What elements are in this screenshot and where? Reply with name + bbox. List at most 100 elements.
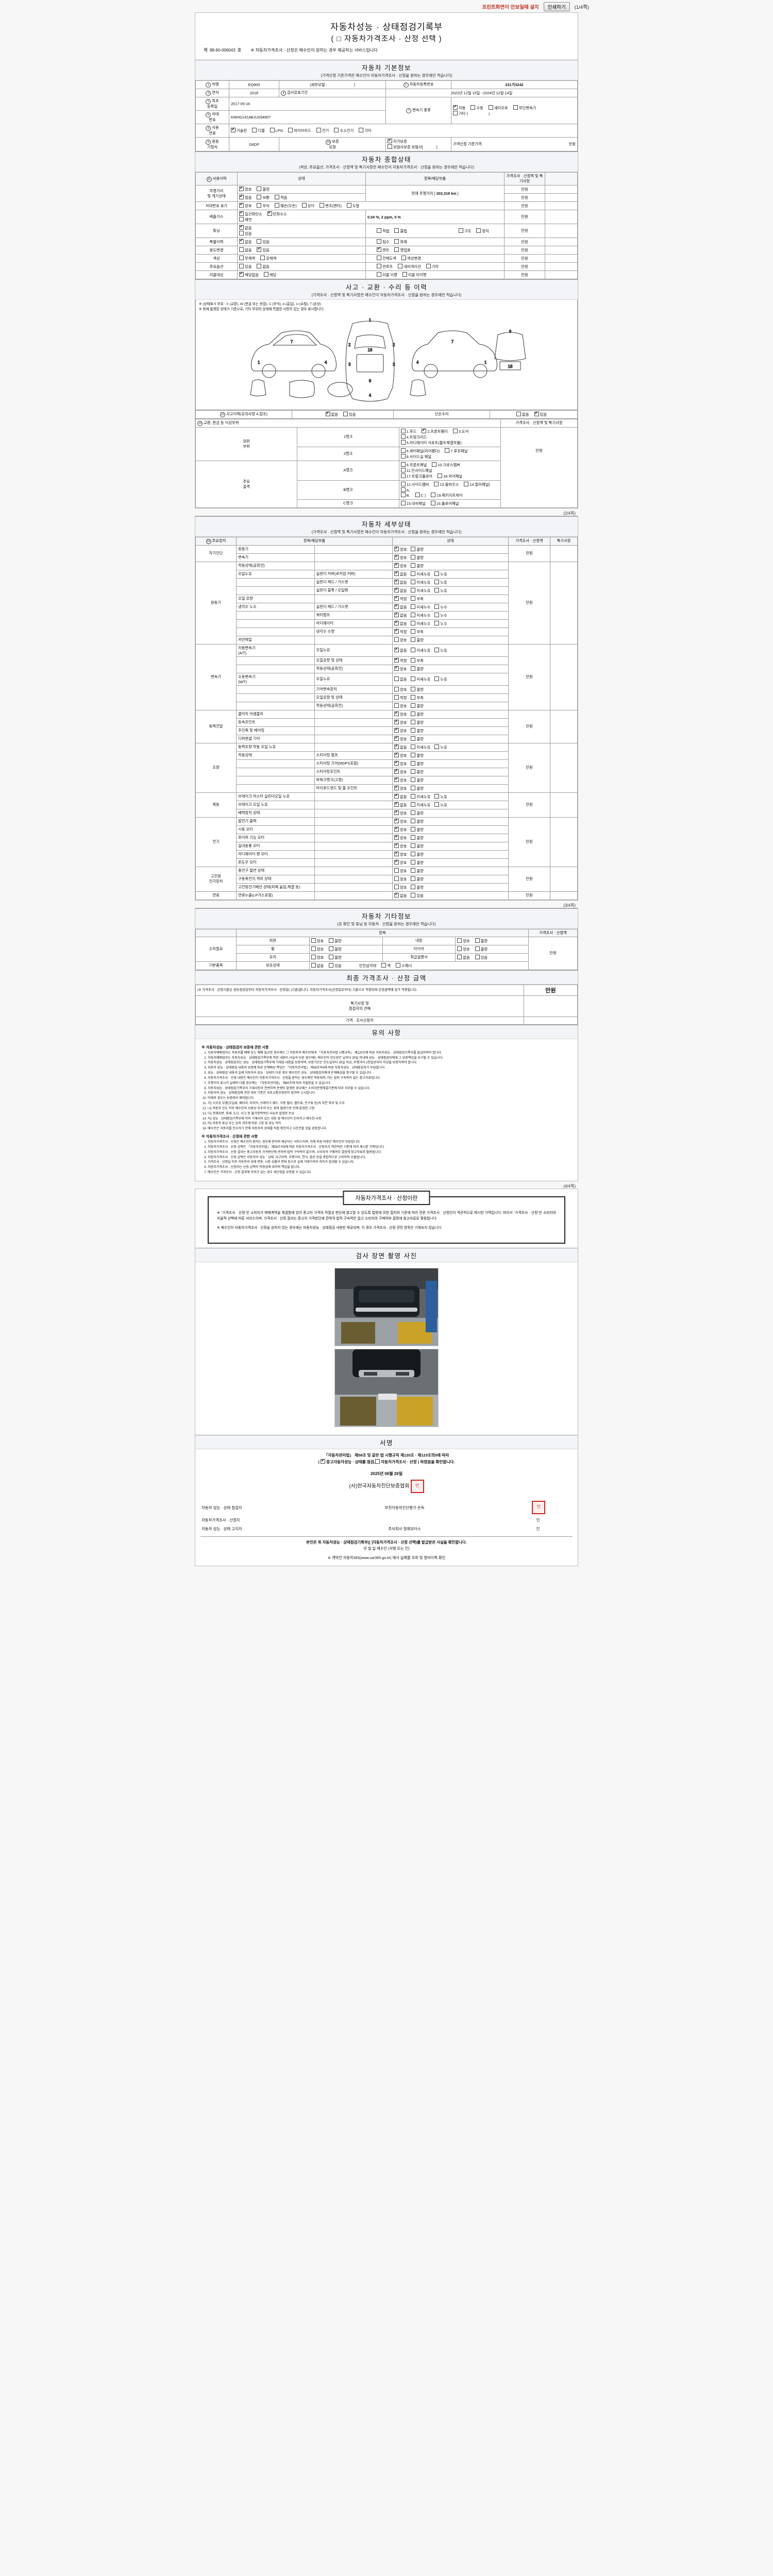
checkbox[interactable]	[375, 1459, 380, 1464]
checkbox[interactable]	[334, 128, 339, 132]
checkbox[interactable]	[434, 802, 440, 807]
state-option[interactable]: 없음	[394, 793, 407, 800]
checkbox[interactable]	[394, 637, 399, 642]
checkbox[interactable]	[239, 231, 244, 235]
checkbox[interactable]	[377, 239, 381, 244]
checkbox[interactable]	[398, 264, 403, 268]
state-option[interactable]: 미세누유	[411, 579, 430, 585]
checkbox[interactable]	[411, 769, 416, 774]
state-option[interactable]: 불량	[411, 785, 424, 791]
row-options-state[interactable]: 있음 없음	[237, 262, 366, 271]
detail-state-opts[interactable]: 양호 불량	[392, 784, 509, 793]
detail-state-opts[interactable]: 양호 불량	[392, 825, 509, 834]
checkbox[interactable]	[257, 264, 262, 268]
checkbox[interactable]	[411, 826, 416, 832]
detail-state-opts[interactable]: 양호 불량	[392, 545, 509, 554]
checkbox[interactable]	[434, 587, 440, 592]
checkbox-checked[interactable]	[321, 1458, 326, 1464]
state-option[interactable]: 양호	[394, 768, 407, 775]
checkbox[interactable]	[411, 612, 416, 617]
row-color-types[interactable]: 전체도색 색상변경	[365, 254, 505, 263]
checkbox-checked[interactable]	[394, 801, 399, 807]
detail-state-opts[interactable]: 양호 불량	[392, 767, 509, 776]
checkbox[interactable]	[516, 411, 522, 416]
state-option[interactable]: 없음	[394, 647, 407, 653]
checkbox[interactable]	[402, 272, 407, 277]
checkbox[interactable]	[411, 579, 416, 584]
checkbox[interactable]	[452, 428, 458, 433]
checkbox[interactable]	[411, 587, 416, 592]
checkbox-checked[interactable]	[394, 826, 399, 832]
state-option[interactable]: 불량	[411, 859, 424, 866]
detail-state-opts[interactable]: 없음 미세누유 누유	[392, 800, 509, 809]
state-option[interactable]: 양호	[394, 554, 407, 561]
state-option[interactable]: 양호	[394, 665, 407, 672]
detail-state-opts[interactable]: 없음 미세누유 누유	[392, 586, 509, 595]
state-option[interactable]: 누유	[434, 647, 447, 653]
checkbox[interactable]	[359, 128, 364, 132]
car-name-value[interactable]: EQ900	[229, 80, 279, 89]
checkbox[interactable]	[411, 727, 416, 733]
row-usage-types[interactable]: 렌트 영업용	[365, 246, 505, 255]
checkbox[interactable]	[432, 462, 437, 467]
state-option[interactable]: 누수	[434, 612, 447, 618]
checkbox[interactable]	[434, 571, 440, 576]
checkbox[interactable]	[411, 657, 416, 663]
detail-state-opts[interactable]: 양호 불량	[392, 664, 509, 673]
checkbox[interactable]	[411, 736, 416, 741]
state-option[interactable]: 누유	[434, 744, 447, 750]
state-option[interactable]: 없음	[394, 579, 407, 585]
checkbox[interactable]	[411, 760, 416, 766]
state-option[interactable]: 미세누유	[411, 793, 430, 800]
state-option[interactable]: 부족	[411, 694, 424, 701]
fuel-options-cell[interactable]: 가솔린 디젤 LPG 하이브리드 전기 수소전기 기타	[229, 124, 578, 138]
state-option[interactable]: 양호	[394, 719, 407, 725]
checkbox[interactable]	[411, 686, 416, 691]
state-option[interactable]: 부족	[411, 657, 424, 664]
detail-state-opts[interactable]: 양호 불량	[392, 561, 509, 570]
checkbox[interactable]	[513, 105, 518, 110]
state-option[interactable]: 불량	[411, 666, 424, 672]
checkbox[interactable]	[252, 128, 257, 132]
state-option[interactable]: 불량	[411, 843, 424, 849]
state-option[interactable]: 양호	[394, 834, 407, 841]
state-option[interactable]: 없음	[394, 620, 407, 626]
state-option[interactable]: 적정	[394, 694, 407, 701]
state-option[interactable]: 없음	[394, 801, 407, 808]
detail-state-opts[interactable]: 없음 미세누수 누수	[392, 602, 509, 612]
state-option[interactable]: 없음	[394, 676, 407, 682]
print-button[interactable]: 인쇄하기	[543, 2, 570, 11]
state-option[interactable]: 없음	[394, 743, 407, 750]
repair-tire-opts[interactable]: 양호 불량	[455, 944, 529, 954]
checkbox[interactable]	[411, 793, 416, 799]
note-cell[interactable]	[545, 185, 578, 194]
fuel-opt-hybrid[interactable]: 하이브리드	[288, 128, 311, 133]
inspector-role-value[interactable]	[524, 1016, 578, 1025]
detail-state-opts[interactable]: 양호 불량	[392, 775, 509, 785]
checkbox[interactable]	[411, 835, 416, 840]
vin-value[interactable]: KMHG141ABJU034907	[229, 110, 386, 124]
row-mileage-state2[interactable]: 많음 보통 적음	[237, 193, 366, 202]
state-option[interactable]: 미세누수	[411, 620, 430, 626]
checkbox-checked[interactable]	[394, 628, 399, 634]
state-option[interactable]: 양호	[394, 752, 407, 758]
checkbox-checked[interactable]	[394, 760, 399, 766]
trans-opt-cvt[interactable]: 무단변속기	[513, 105, 536, 111]
checkbox[interactable]	[311, 938, 316, 943]
checkbox[interactable]	[401, 256, 406, 260]
state-option[interactable]: 불량	[411, 868, 424, 874]
state-option[interactable]: 미세누수	[411, 612, 430, 618]
checkbox[interactable]	[274, 195, 279, 199]
detail-state-opts[interactable]: 없음 미세누유 누유	[392, 792, 509, 801]
row-tuning-state[interactable]: 없음 있음	[237, 224, 366, 238]
checkbox[interactable]	[239, 247, 244, 252]
checkbox-checked[interactable]	[394, 595, 399, 601]
state-option[interactable]: 양호	[394, 884, 407, 890]
state-option[interactable]: 없음	[394, 892, 407, 899]
state-option[interactable]: 불량	[411, 760, 424, 767]
state-option[interactable]: 누유	[434, 587, 447, 594]
checkbox-checked[interactable]	[394, 612, 399, 617]
detail-note-cell[interactable]	[550, 792, 578, 818]
detail-state-opts[interactable]: 없음 미세누수 누수	[392, 619, 509, 628]
fuel-opt-gasoline[interactable]: 가솔린	[231, 127, 247, 133]
